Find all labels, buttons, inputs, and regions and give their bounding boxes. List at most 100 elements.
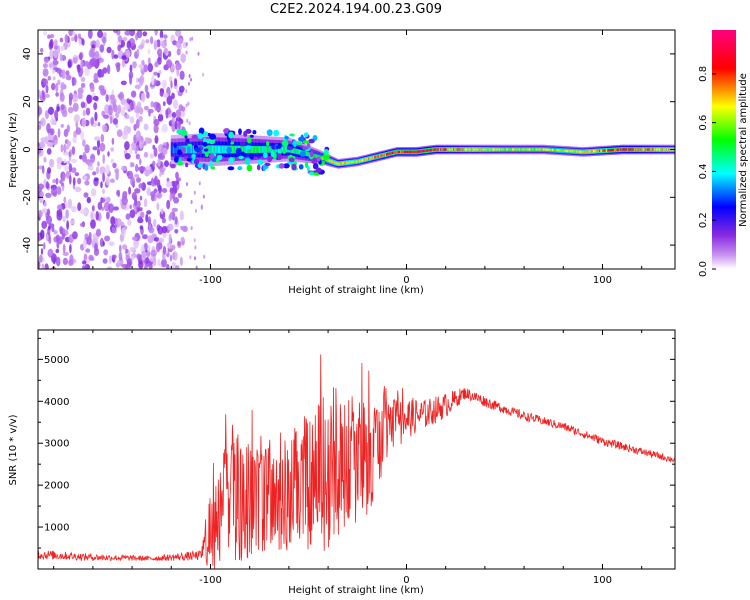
carrier-cell [266, 141, 270, 147]
noise-cell [125, 248, 129, 254]
carrier-cell [507, 148, 509, 151]
carrier-cell [426, 149, 428, 152]
noise-cell [80, 68, 84, 75]
carrier-cell [654, 148, 656, 151]
carrier-cell [597, 149, 600, 153]
noise-cell [122, 244, 128, 250]
carrier-cell [561, 149, 563, 152]
noise-cell [40, 248, 44, 255]
noise-cell [126, 40, 132, 49]
noise-cell [168, 233, 172, 243]
noise-cell [169, 211, 176, 220]
carrier-cell [549, 148, 552, 152]
noise-cell [158, 185, 162, 194]
colorbar: 0.0 0.2 0.4 0.6 0.8 Normalized spectral ampl… [698, 30, 749, 277]
carrier-cell [393, 151, 395, 154]
carrier-cell [523, 148, 526, 151]
noise-cell [86, 174, 91, 180]
noise-cell [135, 112, 140, 119]
carrier-cell [505, 148, 508, 151]
noise-cell [133, 123, 137, 131]
noise-cell [129, 204, 132, 210]
noise-cell [83, 175, 88, 180]
noise-cell [180, 53, 186, 63]
noise-cell [90, 219, 96, 229]
carrier-cell [397, 150, 400, 154]
noise-cell [179, 85, 185, 93]
noise-cell [75, 127, 82, 135]
carrier-cell [611, 148, 614, 152]
carrier-cell [351, 160, 354, 164]
carrier-cell [630, 148, 633, 151]
carrier-cell [548, 148, 550, 151]
noise-cell [38, 260, 41, 269]
noise-cell [99, 166, 106, 175]
colorbar-label: Normalized spectral amplitude [738, 73, 749, 227]
carrier-cell [585, 150, 588, 153]
noise-cell [177, 120, 181, 130]
noise-cell [106, 266, 113, 269]
carrier-cell [295, 148, 297, 154]
carrier-cell [562, 149, 564, 152]
carrier-cell [414, 150, 416, 154]
noise-cell [153, 147, 158, 158]
noise-cell [147, 57, 151, 65]
noise-cell [90, 153, 96, 164]
carrier-cell [176, 161, 184, 166]
noise-cell [43, 78, 49, 86]
noise-cell [121, 58, 125, 68]
carrier-cell [613, 148, 615, 152]
carrier-cell [536, 148, 539, 151]
noise-cell [92, 95, 99, 101]
carrier-cell [480, 148, 482, 151]
carrier-cell [416, 150, 419, 153]
carrier-cell [567, 149, 569, 153]
noise-cell [68, 163, 73, 173]
noise-cell [80, 130, 85, 141]
carrier-cell [447, 148, 449, 151]
noise-cell [115, 218, 122, 227]
noise-cell [162, 245, 167, 255]
noise-cell [92, 146, 98, 151]
noise-cell [47, 225, 51, 231]
noise-cell [63, 159, 67, 164]
carrier-cell [194, 147, 201, 152]
carrier-cell [322, 153, 330, 160]
carrier-cell [283, 163, 290, 169]
noise-cell [159, 172, 162, 177]
carrier-cell [217, 154, 223, 161]
carrier-cell [578, 150, 581, 153]
noise-cell [105, 176, 111, 186]
carrier-cell [185, 162, 189, 168]
carrier-cell [228, 131, 234, 139]
noise-cell [71, 158, 77, 163]
carrier-cell [309, 150, 314, 158]
noise-cell [179, 256, 183, 266]
noise-cell [82, 109, 87, 117]
noise-cell [62, 215, 66, 223]
carrier-cell [515, 148, 517, 151]
noise-cell [67, 106, 74, 114]
noise-cell [102, 172, 105, 183]
carrier-cell [398, 150, 401, 154]
carrier-cell [441, 148, 443, 151]
noise-cell [153, 71, 159, 76]
noise-cell [176, 177, 182, 182]
carrier-cell [645, 148, 648, 151]
noise-cell [49, 49, 54, 60]
noise-cell [69, 244, 72, 254]
noise-cell [84, 180, 90, 186]
carrier-cell [406, 150, 408, 154]
noise-cell [135, 118, 140, 129]
noise-cell [171, 207, 178, 212]
carrier-cell [657, 148, 660, 151]
carrier-cell [410, 150, 413, 154]
noise-cell [170, 80, 173, 89]
noise-cell [51, 114, 54, 122]
noise-cell [135, 130, 142, 141]
carrier-cell [308, 138, 315, 144]
noise-cell [188, 74, 191, 78]
carrier-cell [588, 150, 590, 153]
carrier-cell [238, 128, 242, 135]
noise-cell [134, 173, 140, 178]
